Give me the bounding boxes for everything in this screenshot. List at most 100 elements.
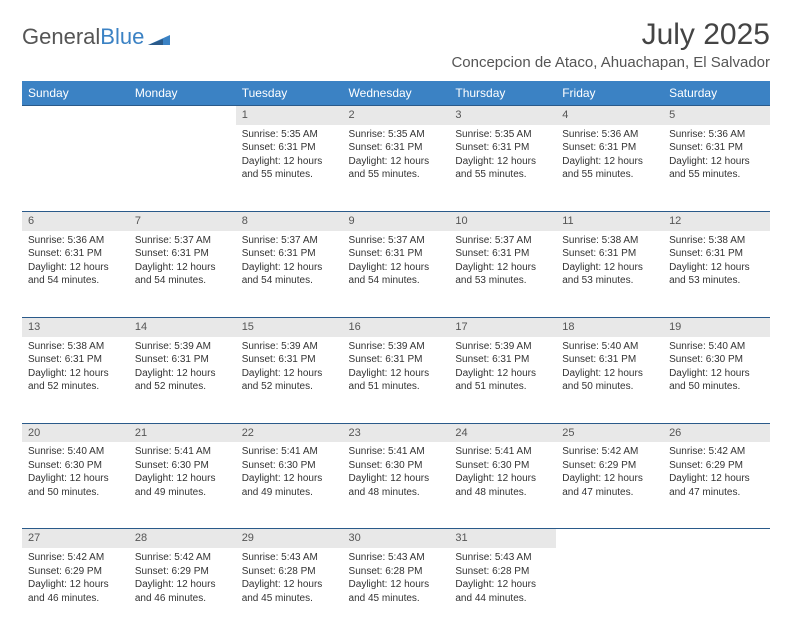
detail-line: Daylight: 12 hours and 54 minutes.	[349, 261, 444, 288]
week-body-row: Sunrise: 5:40 AMSunset: 6:30 PMDaylight:…	[22, 442, 770, 529]
day-body-cell: Sunrise: 5:43 AMSunset: 6:28 PMDaylight:…	[236, 548, 343, 634]
detail-line: Sunrise: 5:43 AM	[455, 551, 550, 565]
day-body-cell: Sunrise: 5:41 AMSunset: 6:30 PMDaylight:…	[236, 442, 343, 529]
detail-line: Sunrise: 5:43 AM	[242, 551, 337, 565]
detail-line: Sunrise: 5:42 AM	[669, 445, 764, 459]
detail-line: Daylight: 12 hours and 48 minutes.	[455, 472, 550, 499]
day-number-cell: 2	[343, 106, 450, 125]
day-number-cell: 19	[663, 317, 770, 336]
day-details: Sunrise: 5:41 AMSunset: 6:30 PMDaylight:…	[343, 442, 450, 505]
detail-line: Sunrise: 5:35 AM	[349, 128, 444, 142]
detail-line: Sunrise: 5:40 AM	[669, 340, 764, 354]
day-details: Sunrise: 5:42 AMSunset: 6:29 PMDaylight:…	[22, 548, 129, 611]
day-body-cell: Sunrise: 5:39 AMSunset: 6:31 PMDaylight:…	[129, 337, 236, 424]
detail-line: Sunrise: 5:43 AM	[349, 551, 444, 565]
detail-line: Sunset: 6:30 PM	[349, 459, 444, 473]
day-body-cell: Sunrise: 5:42 AMSunset: 6:29 PMDaylight:…	[22, 548, 129, 634]
day-number-cell: 9	[343, 211, 450, 230]
week-daynum-row: 12345	[22, 106, 770, 125]
detail-line: Sunrise: 5:39 AM	[242, 340, 337, 354]
detail-line: Sunrise: 5:41 AM	[135, 445, 230, 459]
day-header: Monday	[129, 81, 236, 106]
day-body-cell: Sunrise: 5:39 AMSunset: 6:31 PMDaylight:…	[343, 337, 450, 424]
day-body-cell: Sunrise: 5:38 AMSunset: 6:31 PMDaylight:…	[663, 231, 770, 318]
day-header: Thursday	[449, 81, 556, 106]
detail-line: Daylight: 12 hours and 46 minutes.	[135, 578, 230, 605]
day-details: Sunrise: 5:38 AMSunset: 6:31 PMDaylight:…	[22, 337, 129, 400]
day-body-cell: Sunrise: 5:37 AMSunset: 6:31 PMDaylight:…	[236, 231, 343, 318]
detail-line: Daylight: 12 hours and 46 minutes.	[28, 578, 123, 605]
detail-line: Sunset: 6:31 PM	[349, 247, 444, 261]
detail-line: Daylight: 12 hours and 55 minutes.	[349, 155, 444, 182]
day-details: Sunrise: 5:37 AMSunset: 6:31 PMDaylight:…	[129, 231, 236, 294]
detail-line: Sunrise: 5:35 AM	[242, 128, 337, 142]
day-body-cell: Sunrise: 5:40 AMSunset: 6:30 PMDaylight:…	[22, 442, 129, 529]
detail-line: Daylight: 12 hours and 55 minutes.	[242, 155, 337, 182]
day-body-cell: Sunrise: 5:41 AMSunset: 6:30 PMDaylight:…	[343, 442, 450, 529]
detail-line: Sunrise: 5:38 AM	[562, 234, 657, 248]
day-body-cell: Sunrise: 5:35 AMSunset: 6:31 PMDaylight:…	[343, 125, 450, 212]
week-daynum-row: 6789101112	[22, 211, 770, 230]
brand-logo: GeneralBlue	[22, 18, 170, 50]
day-body-cell: Sunrise: 5:43 AMSunset: 6:28 PMDaylight:…	[449, 548, 556, 634]
day-number-cell: 8	[236, 211, 343, 230]
day-number-cell: 1	[236, 106, 343, 125]
brand-part1: General	[22, 24, 100, 50]
detail-line: Daylight: 12 hours and 55 minutes.	[455, 155, 550, 182]
day-body-cell: Sunrise: 5:40 AMSunset: 6:31 PMDaylight:…	[556, 337, 663, 424]
detail-line: Sunset: 6:29 PM	[669, 459, 764, 473]
day-details: Sunrise: 5:37 AMSunset: 6:31 PMDaylight:…	[236, 231, 343, 294]
day-details: Sunrise: 5:39 AMSunset: 6:31 PMDaylight:…	[449, 337, 556, 400]
flag-icon	[148, 29, 170, 45]
detail-line: Sunset: 6:31 PM	[455, 353, 550, 367]
day-number-cell: 14	[129, 317, 236, 336]
day-details: Sunrise: 5:35 AMSunset: 6:31 PMDaylight:…	[449, 125, 556, 188]
detail-line: Sunrise: 5:40 AM	[562, 340, 657, 354]
day-number-cell: 25	[556, 423, 663, 442]
detail-line: Sunset: 6:30 PM	[28, 459, 123, 473]
day-details: Sunrise: 5:42 AMSunset: 6:29 PMDaylight:…	[663, 442, 770, 505]
detail-line: Sunset: 6:31 PM	[455, 141, 550, 155]
day-number-cell: 11	[556, 211, 663, 230]
detail-line: Sunset: 6:31 PM	[135, 353, 230, 367]
day-details: Sunrise: 5:35 AMSunset: 6:31 PMDaylight:…	[236, 125, 343, 188]
day-number-cell: 30	[343, 529, 450, 548]
day-number-cell: 5	[663, 106, 770, 125]
day-header: Wednesday	[343, 81, 450, 106]
day-header: Sunday	[22, 81, 129, 106]
calendar-table: SundayMondayTuesdayWednesdayThursdayFrid…	[22, 81, 770, 634]
day-details: Sunrise: 5:42 AMSunset: 6:29 PMDaylight:…	[556, 442, 663, 505]
day-number-cell: 15	[236, 317, 343, 336]
detail-line: Sunset: 6:31 PM	[242, 141, 337, 155]
day-body-cell: Sunrise: 5:36 AMSunset: 6:31 PMDaylight:…	[22, 231, 129, 318]
day-header: Saturday	[663, 81, 770, 106]
detail-line: Daylight: 12 hours and 53 minutes.	[455, 261, 550, 288]
detail-line: Sunset: 6:31 PM	[562, 353, 657, 367]
day-number-cell: 3	[449, 106, 556, 125]
day-number-cell: 12	[663, 211, 770, 230]
day-number-cell: 20	[22, 423, 129, 442]
day-body-cell: Sunrise: 5:37 AMSunset: 6:31 PMDaylight:…	[343, 231, 450, 318]
day-details: Sunrise: 5:41 AMSunset: 6:30 PMDaylight:…	[129, 442, 236, 505]
day-number-cell	[556, 529, 663, 548]
day-number-cell: 10	[449, 211, 556, 230]
day-details: Sunrise: 5:37 AMSunset: 6:31 PMDaylight:…	[449, 231, 556, 294]
detail-line: Sunrise: 5:35 AM	[455, 128, 550, 142]
detail-line: Daylight: 12 hours and 44 minutes.	[455, 578, 550, 605]
day-details: Sunrise: 5:42 AMSunset: 6:29 PMDaylight:…	[129, 548, 236, 611]
detail-line: Sunrise: 5:37 AM	[455, 234, 550, 248]
day-number-cell: 4	[556, 106, 663, 125]
day-details: Sunrise: 5:43 AMSunset: 6:28 PMDaylight:…	[449, 548, 556, 611]
detail-line: Sunrise: 5:36 AM	[669, 128, 764, 142]
detail-line: Daylight: 12 hours and 51 minutes.	[349, 367, 444, 394]
detail-line: Sunrise: 5:41 AM	[242, 445, 337, 459]
day-body-cell: Sunrise: 5:39 AMSunset: 6:31 PMDaylight:…	[236, 337, 343, 424]
day-body-cell: Sunrise: 5:41 AMSunset: 6:30 PMDaylight:…	[129, 442, 236, 529]
day-details: Sunrise: 5:37 AMSunset: 6:31 PMDaylight:…	[343, 231, 450, 294]
detail-line: Daylight: 12 hours and 47 minutes.	[562, 472, 657, 499]
day-body-cell	[556, 548, 663, 634]
day-body-cell: Sunrise: 5:37 AMSunset: 6:31 PMDaylight:…	[129, 231, 236, 318]
day-number-cell: 26	[663, 423, 770, 442]
day-number-cell	[129, 106, 236, 125]
detail-line: Sunrise: 5:36 AM	[562, 128, 657, 142]
